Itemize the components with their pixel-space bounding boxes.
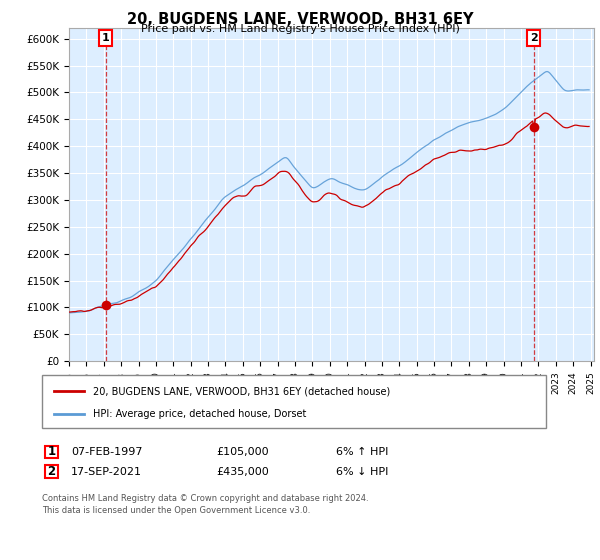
Text: 2: 2 [530,33,538,43]
Text: 20, BUGDENS LANE, VERWOOD, BH31 6EY (detached house): 20, BUGDENS LANE, VERWOOD, BH31 6EY (det… [93,386,390,396]
Text: 1: 1 [47,445,56,459]
Text: 6% ↓ HPI: 6% ↓ HPI [336,466,388,477]
Text: 07-FEB-1997: 07-FEB-1997 [71,447,142,457]
Text: £105,000: £105,000 [216,447,269,457]
Text: 1: 1 [101,33,109,43]
Text: 6% ↑ HPI: 6% ↑ HPI [336,447,388,457]
Text: HPI: Average price, detached house, Dorset: HPI: Average price, detached house, Dors… [93,408,307,418]
Text: Contains HM Land Registry data © Crown copyright and database right 2024.
This d: Contains HM Land Registry data © Crown c… [42,494,368,515]
Text: Price paid vs. HM Land Registry's House Price Index (HPI): Price paid vs. HM Land Registry's House … [140,24,460,34]
Text: 2: 2 [47,465,56,478]
Text: £435,000: £435,000 [216,466,269,477]
Text: 17-SEP-2021: 17-SEP-2021 [71,466,142,477]
Text: 20, BUGDENS LANE, VERWOOD, BH31 6EY: 20, BUGDENS LANE, VERWOOD, BH31 6EY [127,12,473,27]
